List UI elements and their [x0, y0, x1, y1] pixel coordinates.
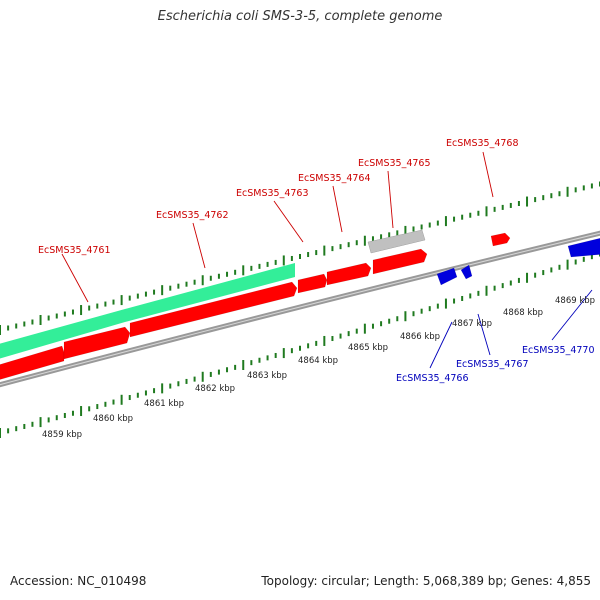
gene-labels: EcSMS35_4761 EcSMS35_4762 EcSMS35_4763 EcSM… [38, 138, 595, 384]
rna-feature [125, 263, 295, 322]
backbone-highlight [0, 232, 600, 386]
reverse-gene-arrow [567, 237, 600, 258]
label-leader-lines [61, 151, 593, 369]
pseudo-gene-arrow [367, 229, 426, 254]
forward-gene-leader [387, 170, 394, 229]
position-label: 4866 kbp [400, 332, 440, 342]
position-label: 4867 kbp [452, 319, 492, 329]
forward-gene-label: EcSMS35_4764 [298, 173, 371, 184]
reverse-gene-leader [551, 289, 593, 341]
position-labels: 4859 kbp 4860 kbp 4861 kbp 4862 kbp 4863 kbp… [42, 296, 595, 440]
outer-tick-track [0, 181, 600, 335]
position-label: 4864 kbp [298, 356, 338, 366]
forward-gene-arrow [129, 281, 298, 338]
forward-gene-label: EcSMS35_4765 [358, 158, 431, 169]
forward-gene-arrow [297, 273, 328, 294]
forward-gene-leader [482, 151, 494, 198]
reverse-gene-label: EcSMS35_4767 [456, 359, 529, 370]
position-label: 4865 kbp [348, 343, 388, 353]
forward-gene-leader [332, 185, 343, 233]
forward-gene-arrow [490, 232, 511, 247]
forward-gene-leader [192, 222, 206, 269]
gene-features [0, 229, 600, 380]
reverse-gene-label: EcSMS35_4770 [522, 345, 595, 356]
forward-gene-arrow [326, 262, 372, 286]
position-label: 4860 kbp [93, 414, 133, 424]
forward-gene-leader [273, 200, 304, 243]
forward-gene-arrow [63, 326, 131, 360]
accession-text: Accession: NC_010498 [10, 574, 147, 588]
forward-gene-label: EcSMS35_4768 [446, 138, 519, 149]
forward-gene-label: EcSMS35_4761 [38, 245, 111, 256]
reverse-gene-arrow [436, 267, 458, 286]
reverse-gene-label: EcSMS35_4766 [396, 373, 469, 384]
position-label: 4861 kbp [144, 399, 184, 409]
forward-gene-leader [61, 253, 89, 303]
position-label: 4859 kbp [42, 430, 82, 440]
reverse-gene-arrow [460, 264, 473, 280]
forward-gene-arrow [372, 248, 428, 275]
position-label: 4869 kbp [555, 296, 595, 306]
rna-feature [0, 309, 125, 359]
position-label: 4863 kbp [247, 371, 287, 381]
position-label: 4868 kbp [503, 308, 543, 318]
genome-summary-text: Topology: circular; Length: 5,068,389 bp… [261, 574, 591, 588]
forward-gene-label: EcSMS35_4763 [236, 188, 309, 199]
genome-backbone [0, 230, 600, 388]
forward-gene-label: EcSMS35_4762 [156, 210, 229, 221]
reverse-gene-leader [477, 313, 491, 356]
inner-tick-track [0, 251, 600, 438]
genome-title: Escherichia coli SMS-3-5, complete genom… [157, 9, 443, 24]
reverse-gene-leader [429, 321, 453, 369]
position-label: 4862 kbp [195, 384, 235, 394]
